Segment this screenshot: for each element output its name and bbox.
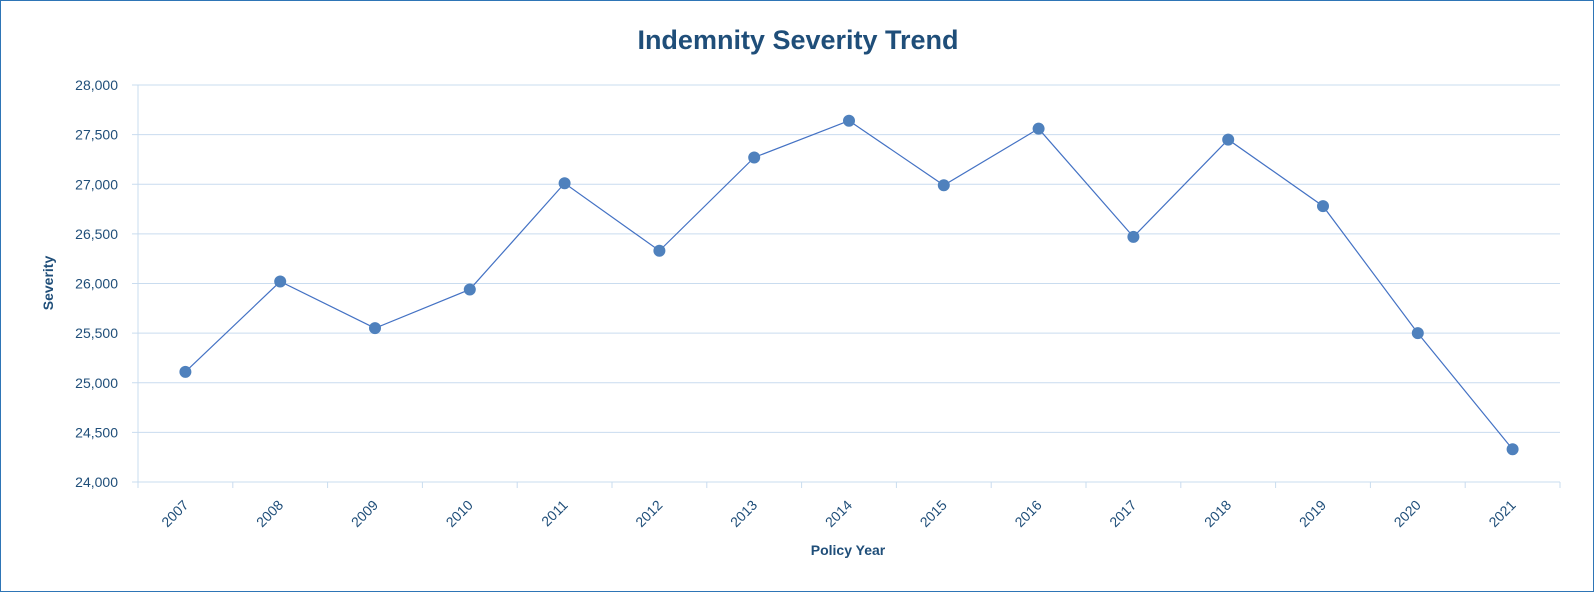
y-tick-label: 28,000 xyxy=(75,77,118,93)
data-point xyxy=(748,151,761,164)
y-tick-label: 26,000 xyxy=(75,276,118,292)
data-point xyxy=(558,177,571,190)
x-tick-label: 2015 xyxy=(917,497,950,530)
x-tick-label: 2008 xyxy=(253,497,286,530)
data-point xyxy=(369,322,381,335)
gridlines xyxy=(138,84,1560,433)
x-tick-label: 2016 xyxy=(1011,497,1044,530)
y-tick-label: 27,500 xyxy=(75,127,118,143)
y-tick-labels: 24,000 24,500 25,000 25,500 26,000 26,500 27,0… xyxy=(75,77,118,490)
data-point xyxy=(937,179,950,192)
x-tick-label: 2018 xyxy=(1201,497,1234,530)
y-axis-label: Severity xyxy=(40,255,56,311)
data-point xyxy=(463,283,476,296)
y-tick-label: 26,500 xyxy=(75,226,118,242)
data-point xyxy=(1032,122,1045,135)
axes xyxy=(132,84,1561,488)
series-severity xyxy=(179,114,1519,456)
x-tick-label: 2009 xyxy=(348,497,381,530)
x-tick-labels: 2007 2008 2009 2010 2011 2012 2013 2014 2015 2016… xyxy=(158,497,1519,530)
x-tick-label: 2019 xyxy=(1296,497,1329,530)
data-point xyxy=(843,114,855,127)
chart-title: Indemnity Severity Trend xyxy=(637,25,959,55)
x-tick-label: 2017 xyxy=(1106,497,1139,530)
data-point xyxy=(1317,200,1329,213)
x-axis-label: Policy Year xyxy=(810,542,886,558)
y-tick-label: 25,000 xyxy=(75,375,118,391)
y-tick-label: 24,000 xyxy=(75,474,118,490)
series-line xyxy=(184,120,1514,450)
y-tick-label: 27,000 xyxy=(75,176,118,192)
data-point xyxy=(1127,230,1140,243)
x-tick-label: 2013 xyxy=(727,497,760,530)
x-tick-label: 2021 xyxy=(1485,497,1518,530)
data-point xyxy=(274,275,287,288)
data-point xyxy=(179,365,192,378)
data-point xyxy=(1506,443,1519,456)
x-tick-label: 2007 xyxy=(158,497,191,530)
y-tick-label: 25,500 xyxy=(75,325,118,341)
data-point xyxy=(1411,327,1424,340)
x-tick-label: 2011 xyxy=(538,497,571,530)
y-tick-label: 24,500 xyxy=(75,424,118,440)
x-tick-label: 2010 xyxy=(443,497,476,530)
data-point xyxy=(1222,133,1235,146)
x-tick-label: 2012 xyxy=(632,497,665,530)
x-tick-label: 2014 xyxy=(822,497,855,530)
data-point xyxy=(653,244,666,257)
x-tick-label: 2020 xyxy=(1391,497,1424,530)
